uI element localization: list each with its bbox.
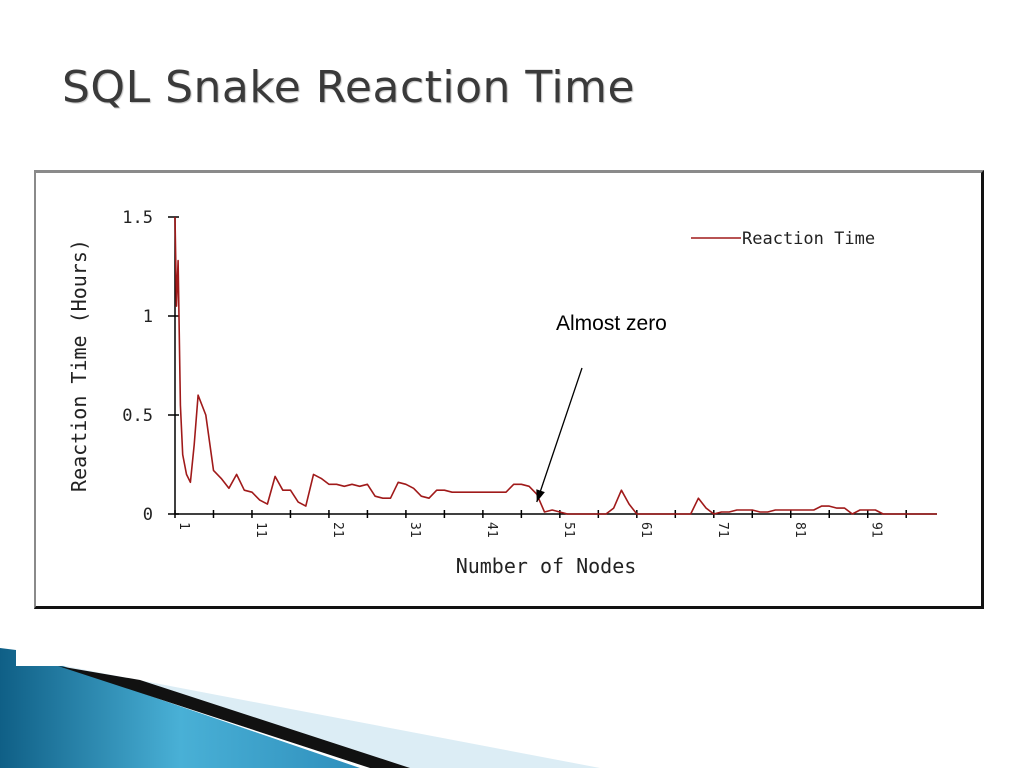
- deco-dark-stripe: [58, 666, 410, 768]
- deco-blue-wedge: [0, 648, 360, 768]
- deco-light-wedge: [60, 665, 600, 768]
- axes: [174, 217, 937, 515]
- x-tick-label: 31: [407, 522, 422, 538]
- y-tick-label: 0: [143, 505, 153, 525]
- y-tick-label: 1.5: [122, 208, 153, 228]
- x-tick-label: 41: [484, 522, 499, 538]
- x-tick-label: 1: [176, 522, 191, 530]
- x-ticks: 1 11 21 31 41 51 61 71 81 91: [174, 510, 907, 538]
- slide-title: SQL Snake Reaction Time: [62, 62, 636, 113]
- x-tick-label: 91: [869, 522, 884, 538]
- x-tick-label: 81: [792, 522, 807, 538]
- legend: Reaction Time: [691, 229, 875, 249]
- y-tick-label: 1: [143, 307, 153, 327]
- y-ticks: 0 0.5 1 1.5: [122, 208, 179, 525]
- annotation-arrowhead: [536, 489, 545, 503]
- y-tick-label: 0.5: [122, 406, 153, 426]
- x-tick-label: 21: [330, 522, 345, 538]
- x-tick-label: 61: [638, 522, 653, 538]
- x-axis-label: Number of Nodes: [456, 554, 637, 578]
- chart-frame: 0 0.5 1 1.5 1 11 21 31 41 51 61 71 81 91 Reaction Ti…: [34, 170, 984, 609]
- annotation-label: Almost zero: [556, 312, 667, 335]
- x-tick-label: 51: [561, 522, 576, 538]
- y-axis-label: Reaction Time (Hours): [67, 239, 91, 492]
- legend-label: Reaction Time: [742, 229, 875, 249]
- x-tick-label: 71: [715, 522, 730, 538]
- annotation-arrow: [536, 367, 583, 503]
- line-chart: 00.511.5 1 11 21 31 41 51 61 71 81 91 Reaction Ti…: [67, 208, 937, 578]
- x-tick-label: 11: [253, 522, 268, 538]
